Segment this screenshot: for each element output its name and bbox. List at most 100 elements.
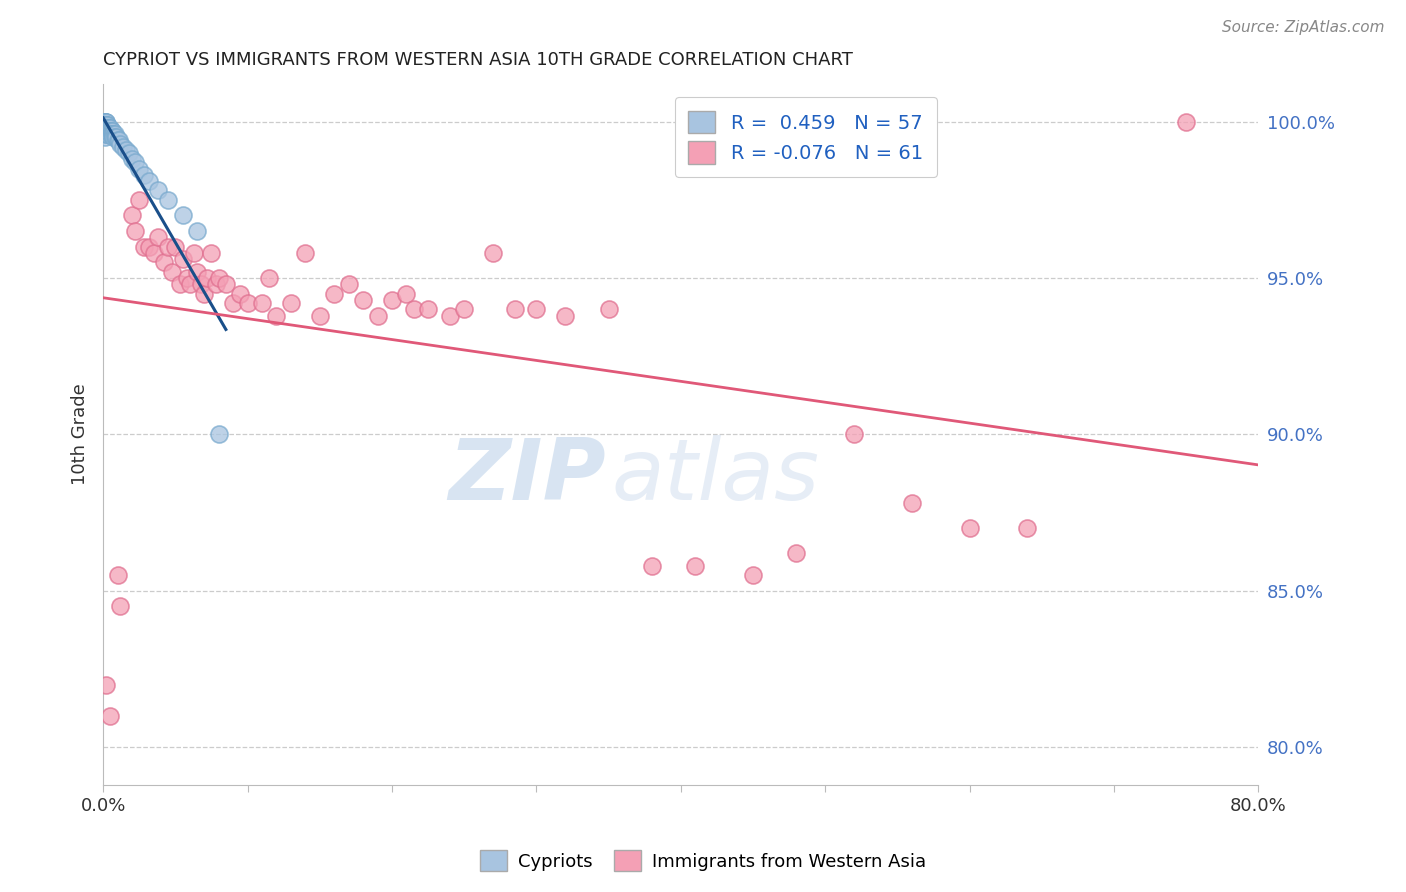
- Point: [193, 286, 215, 301]
- Point: [395, 286, 418, 301]
- Point: [176, 271, 198, 285]
- Point: [97, 124, 120, 138]
- Point: [110, 136, 132, 151]
- Point: [367, 309, 389, 323]
- Point: [204, 277, 226, 292]
- Point: [97, 120, 120, 135]
- Point: [94, 118, 117, 132]
- Point: [115, 143, 138, 157]
- Point: [105, 130, 128, 145]
- Point: [132, 168, 155, 182]
- Point: [554, 309, 576, 323]
- Point: [453, 302, 475, 317]
- Point: [152, 255, 174, 269]
- Point: [121, 152, 143, 166]
- Point: [598, 302, 620, 317]
- Point: [124, 155, 146, 169]
- Point: [96, 127, 118, 141]
- Point: [524, 302, 547, 317]
- Legend: Cypriots, Immigrants from Western Asia: Cypriots, Immigrants from Western Asia: [472, 843, 934, 879]
- Point: [172, 209, 194, 223]
- Point: [110, 599, 132, 614]
- Point: [101, 127, 124, 141]
- Point: [257, 271, 280, 285]
- Point: [94, 114, 117, 128]
- Point: [103, 127, 125, 141]
- Point: [183, 246, 205, 260]
- Point: [195, 271, 218, 285]
- Point: [138, 240, 160, 254]
- Point: [103, 127, 125, 141]
- Point: [94, 120, 117, 135]
- Point: [93, 118, 115, 132]
- Point: [128, 193, 150, 207]
- Point: [108, 133, 131, 147]
- Point: [190, 277, 212, 292]
- Point: [186, 224, 208, 238]
- Point: [118, 145, 141, 160]
- Point: [179, 277, 201, 292]
- Point: [94, 114, 117, 128]
- Text: Source: ZipAtlas.com: Source: ZipAtlas.com: [1222, 20, 1385, 35]
- Point: [98, 124, 121, 138]
- Point: [416, 302, 439, 317]
- Point: [93, 114, 115, 128]
- Point: [121, 209, 143, 223]
- Point: [97, 124, 120, 138]
- Point: [94, 124, 117, 138]
- Point: [222, 296, 245, 310]
- Point: [186, 265, 208, 279]
- Point: [101, 127, 124, 141]
- Point: [104, 127, 127, 141]
- Point: [1175, 114, 1198, 128]
- Point: [101, 124, 124, 138]
- Point: [94, 678, 117, 692]
- Point: [352, 293, 374, 307]
- Point: [96, 120, 118, 135]
- Point: [165, 240, 187, 254]
- Point: [93, 130, 115, 145]
- Point: [146, 184, 169, 198]
- Y-axis label: 10th Grade: 10th Grade: [72, 384, 89, 485]
- Point: [236, 296, 259, 310]
- Point: [96, 124, 118, 138]
- Point: [112, 139, 135, 153]
- Point: [959, 521, 981, 535]
- Point: [439, 309, 461, 323]
- Point: [172, 252, 194, 267]
- Point: [157, 240, 180, 254]
- Point: [402, 302, 425, 317]
- Point: [107, 133, 129, 147]
- Point: [280, 296, 302, 310]
- Point: [98, 127, 121, 141]
- Point: [641, 558, 664, 573]
- Point: [1017, 521, 1039, 535]
- Point: [103, 130, 125, 145]
- Text: atlas: atlas: [612, 435, 820, 518]
- Point: [93, 124, 115, 138]
- Point: [294, 246, 316, 260]
- Point: [200, 246, 222, 260]
- Point: [94, 127, 117, 141]
- Point: [208, 427, 231, 442]
- Point: [96, 124, 118, 138]
- Point: [229, 286, 252, 301]
- Point: [381, 293, 404, 307]
- Point: [323, 286, 346, 301]
- Point: [138, 174, 160, 188]
- Point: [104, 130, 127, 145]
- Point: [132, 240, 155, 254]
- Point: [107, 568, 129, 582]
- Point: [94, 118, 117, 132]
- Point: [96, 118, 118, 132]
- Point: [683, 558, 706, 573]
- Point: [96, 118, 118, 132]
- Point: [842, 427, 865, 442]
- Point: [157, 193, 180, 207]
- Point: [93, 127, 115, 141]
- Legend: R =  0.459   N = 57, R = -0.076   N = 61: R = 0.459 N = 57, R = -0.076 N = 61: [675, 97, 936, 178]
- Point: [337, 277, 360, 292]
- Point: [98, 124, 121, 138]
- Point: [124, 224, 146, 238]
- Point: [208, 271, 231, 285]
